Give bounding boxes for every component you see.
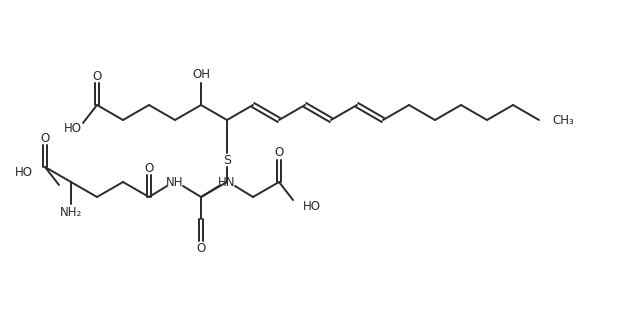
- Text: CH₃: CH₃: [552, 114, 573, 127]
- Text: S: S: [223, 154, 231, 166]
- Text: O: O: [275, 146, 284, 160]
- Text: HN: HN: [218, 175, 236, 188]
- Text: O: O: [196, 242, 205, 254]
- Text: HO: HO: [303, 199, 321, 212]
- Text: NH₂: NH₂: [60, 206, 82, 219]
- Text: O: O: [145, 161, 154, 174]
- Text: HO: HO: [64, 122, 82, 134]
- Text: O: O: [92, 69, 102, 82]
- Text: HO: HO: [15, 165, 33, 179]
- Text: NH: NH: [166, 175, 184, 188]
- Text: O: O: [40, 132, 50, 145]
- Text: OH: OH: [192, 68, 210, 81]
